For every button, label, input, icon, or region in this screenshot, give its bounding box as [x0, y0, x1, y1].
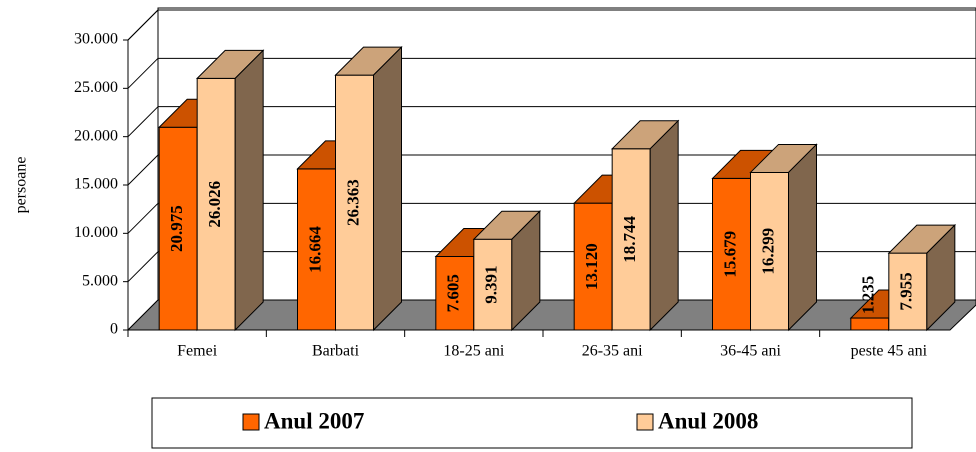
- y-axis-label: persoane: [13, 157, 30, 214]
- legend-swatch: [636, 413, 654, 431]
- y-tick-label: 10.000: [74, 224, 118, 241]
- bar-side: [511, 210, 541, 332]
- value-label: 26.026: [205, 181, 224, 228]
- value-label: 15.679: [720, 231, 739, 278]
- x-tick-label: peste 45 ani: [851, 343, 928, 360]
- bar-side: [234, 49, 264, 332]
- value-label: 16.299: [758, 228, 777, 275]
- bar-side: [788, 143, 817, 332]
- value-label: 16.664: [305, 226, 324, 273]
- bar-side: [926, 223, 956, 332]
- y-tick-label: 25.000: [74, 79, 118, 96]
- x-tick-label: Barbati: [312, 343, 360, 360]
- legend-label: Anul 2008: [658, 408, 758, 433]
- y-tick-label: 20.000: [74, 127, 118, 144]
- bar-front: [712, 177, 751, 331]
- bar-front: [611, 148, 651, 331]
- back-wall: [157, 7, 976, 301]
- value-label: 1.235: [859, 276, 878, 314]
- grid-line: [127, 57, 159, 89]
- bar-front: [158, 126, 198, 331]
- x-tick-label: 18-25 ani: [443, 343, 504, 360]
- bar-side: [649, 119, 679, 332]
- value-label: 9.391: [482, 265, 501, 303]
- x-tick-label: Femei: [177, 343, 218, 360]
- grid-line: [127, 202, 159, 234]
- value-label: 26.363: [343, 179, 362, 226]
- value-label: 7.605: [444, 274, 463, 312]
- x-tick-label: 36-45 ani: [720, 343, 781, 360]
- bar-front: [573, 202, 613, 331]
- x-tick-label: 26-35 ani: [582, 343, 643, 360]
- y-tick-label: 30.000: [74, 31, 118, 48]
- y-tick-label: 5.000: [82, 272, 118, 289]
- grid-line: [127, 251, 159, 283]
- value-label: 20.975: [167, 205, 186, 252]
- value-label: 7.955: [897, 272, 916, 310]
- y-tick-label: 0: [110, 321, 118, 338]
- value-label: 18.744: [620, 216, 639, 263]
- bar-side: [373, 45, 402, 332]
- value-label: 13.120: [582, 243, 601, 290]
- legend-label: Anul 2007: [264, 408, 364, 433]
- bar-front: [435, 255, 475, 331]
- y-tick-label: 15.000: [74, 176, 118, 193]
- bar-front: [850, 317, 890, 331]
- grid-line: [127, 106, 159, 138]
- legend: [151, 397, 913, 449]
- legend-swatch: [242, 413, 260, 431]
- grid-line: [127, 154, 159, 186]
- grid-line: [127, 9, 159, 41]
